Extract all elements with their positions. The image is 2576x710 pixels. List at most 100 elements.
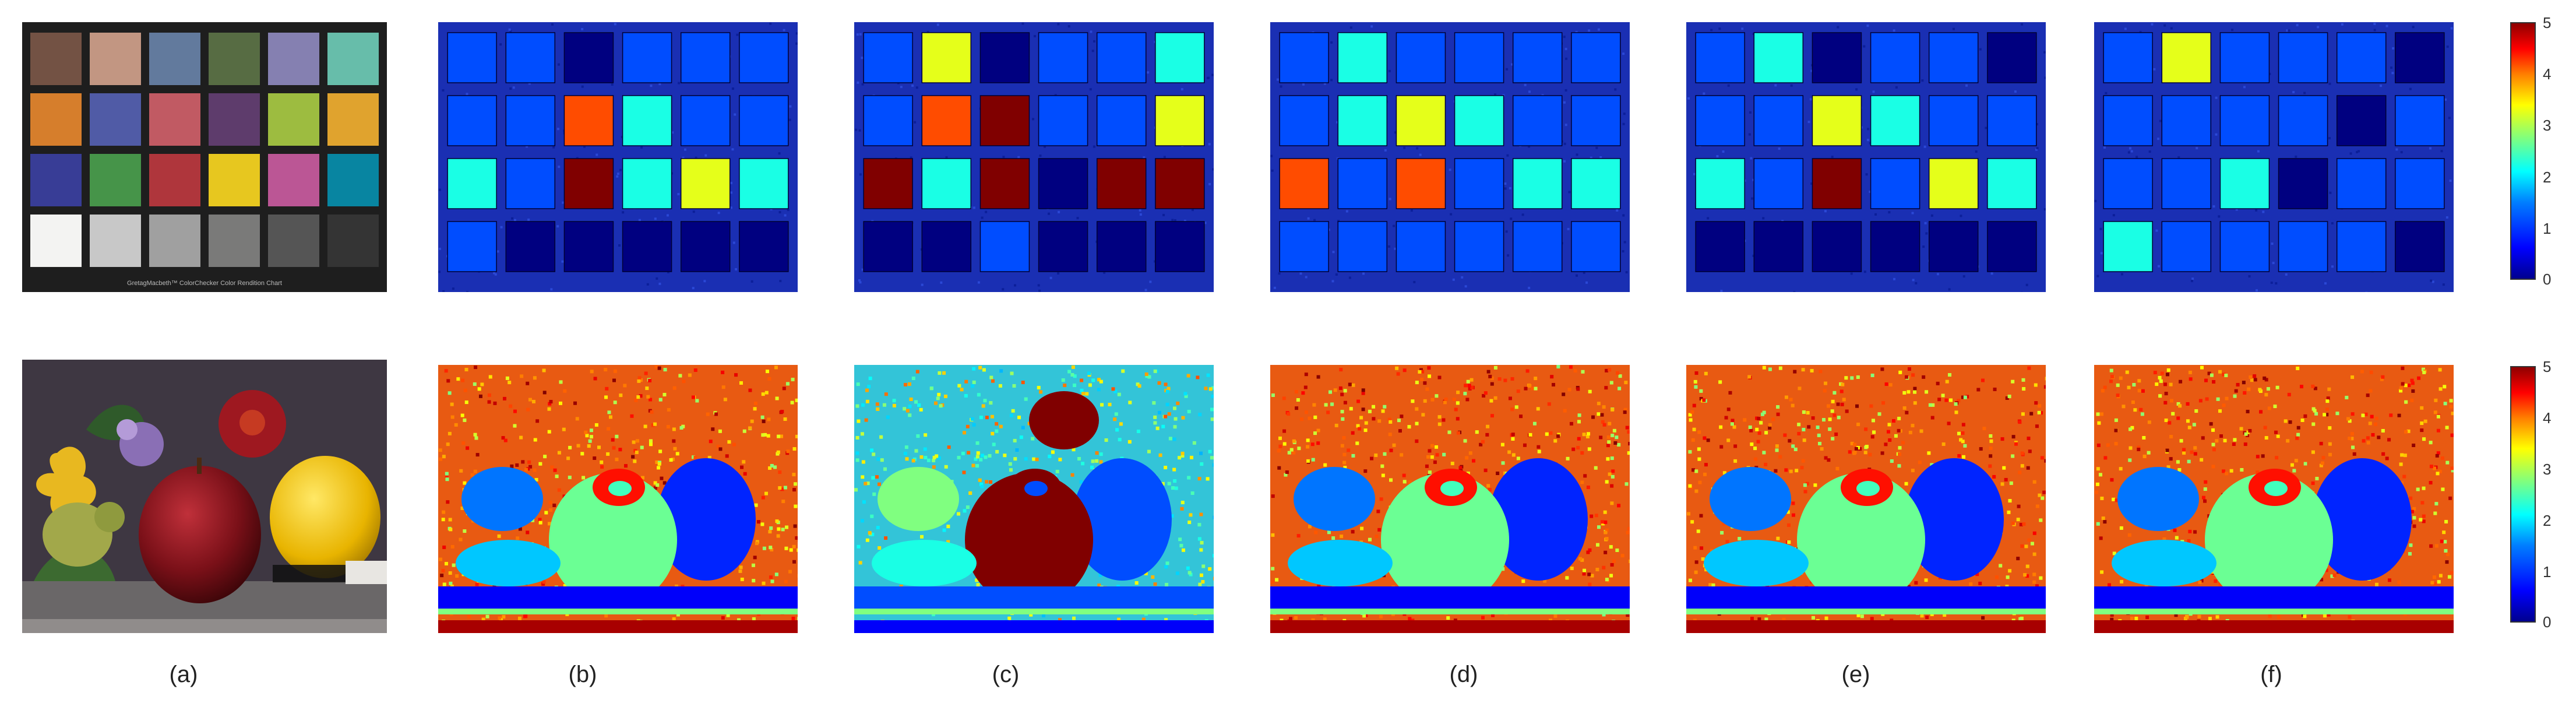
apple-region [1797, 473, 1925, 607]
error-patch [505, 32, 556, 83]
error-patch [1928, 158, 1979, 209]
grape-region [1288, 540, 1393, 586]
error-patch [2103, 95, 2153, 146]
error-patch [1155, 221, 1205, 272]
colorbar-top-gradient [2510, 22, 2536, 280]
colorbar-top-tick: 5 [2543, 14, 2552, 31]
error-patch [2219, 32, 2270, 83]
error-patch [921, 158, 972, 209]
colorbar-bottom-tick: 3 [2543, 461, 2552, 478]
error-patch [1454, 221, 1504, 272]
color-patch [90, 33, 141, 85]
error-patch [622, 32, 672, 83]
error-patch [1987, 221, 2037, 272]
colorbar-top-tick: 1 [2543, 220, 2552, 237]
error-patch [1337, 32, 1388, 83]
error-patch [1512, 158, 1563, 209]
error-map-bottom-d [1270, 365, 1630, 633]
error-patch [680, 221, 731, 272]
table-band [1686, 586, 2046, 609]
error-patch [1396, 221, 1446, 272]
error-patch [447, 32, 497, 83]
error-patch [505, 158, 556, 209]
error-patch [739, 32, 789, 83]
color-patch [327, 154, 379, 206]
error-patch [1928, 32, 1979, 83]
error-map-bottom-e [1686, 365, 2046, 633]
colorbar-top-tick: 2 [2543, 168, 2552, 186]
apple-core-region [2264, 481, 2288, 496]
error-patch [863, 32, 913, 83]
colorbar-top-tick: 3 [2543, 117, 2552, 134]
colorbar-bottom-tick: 2 [2543, 512, 2552, 529]
error-patch [505, 221, 556, 272]
table-band [2094, 586, 2454, 609]
color-patch [209, 154, 260, 206]
colorbar-bottom-tick: 0 [2543, 613, 2552, 631]
error-map-bottom-f [2094, 365, 2454, 633]
error-patch [1337, 95, 1388, 146]
error-patch [1695, 32, 1745, 83]
apple-core-region [1024, 481, 1048, 496]
color-patch [209, 93, 260, 146]
apple-region [1381, 473, 1509, 607]
error-patch [505, 95, 556, 146]
color-patch [268, 33, 319, 85]
error-patch [979, 32, 1030, 83]
error-patch [863, 95, 913, 146]
color-patch [268, 215, 319, 267]
error-patch [2103, 32, 2153, 83]
error-patch [1870, 158, 1920, 209]
error-patch [2219, 95, 2270, 146]
error-patch [979, 95, 1030, 146]
table-edge-band [854, 609, 1214, 614]
error-map-top-d [1270, 22, 1630, 292]
error-patch [447, 95, 497, 146]
lemon-region [1073, 458, 1172, 581]
color-patch [327, 215, 379, 267]
error-patch [2219, 221, 2270, 272]
error-patch [1512, 32, 1563, 83]
error-patch [1753, 158, 1804, 209]
color-patch [90, 215, 141, 267]
error-patch [622, 158, 672, 209]
error-patch [680, 95, 731, 146]
table-edge-band [438, 609, 798, 614]
error-patch [2395, 32, 2445, 83]
flower-region [1029, 391, 1099, 449]
error-patch [1396, 32, 1446, 83]
error-patch [1928, 221, 1979, 272]
error-patch [1870, 221, 1920, 272]
error-patch [739, 158, 789, 209]
error-patch [563, 32, 614, 83]
caption-c: (c) [992, 662, 1020, 687]
colorbar-top-tick: 0 [2543, 270, 2552, 288]
bottom-band [1686, 620, 2046, 633]
error-patch [1812, 32, 1862, 83]
colorbar-bottom-tick: 5 [2543, 358, 2552, 375]
caption-f: (f) [2260, 662, 2282, 687]
grape-region [456, 540, 561, 586]
error-patch [1571, 221, 1621, 272]
fruit-still-life-image [22, 360, 387, 633]
error-patch [2161, 32, 2212, 83]
table-edge-band [1686, 609, 2046, 614]
grape-region [1704, 540, 1809, 586]
error-patch [447, 221, 497, 272]
error-patch [1454, 32, 1504, 83]
colorbar-top: 5 4 3 2 1 0 [2510, 15, 2574, 287]
color-patch [149, 154, 200, 206]
error-patch [1695, 158, 1745, 209]
error-map-top-b [438, 22, 798, 292]
error-patch [680, 158, 731, 209]
error-patch [2278, 32, 2328, 83]
error-patch [1396, 158, 1446, 209]
error-patch [1571, 32, 1621, 83]
color-patch [90, 93, 141, 146]
table-edge-band [1270, 609, 1630, 614]
apple-core-region [1440, 481, 1464, 496]
error-patch [2336, 221, 2387, 272]
error-patch [1512, 95, 1563, 146]
error-patch [1571, 95, 1621, 146]
error-patch [2161, 158, 2212, 209]
